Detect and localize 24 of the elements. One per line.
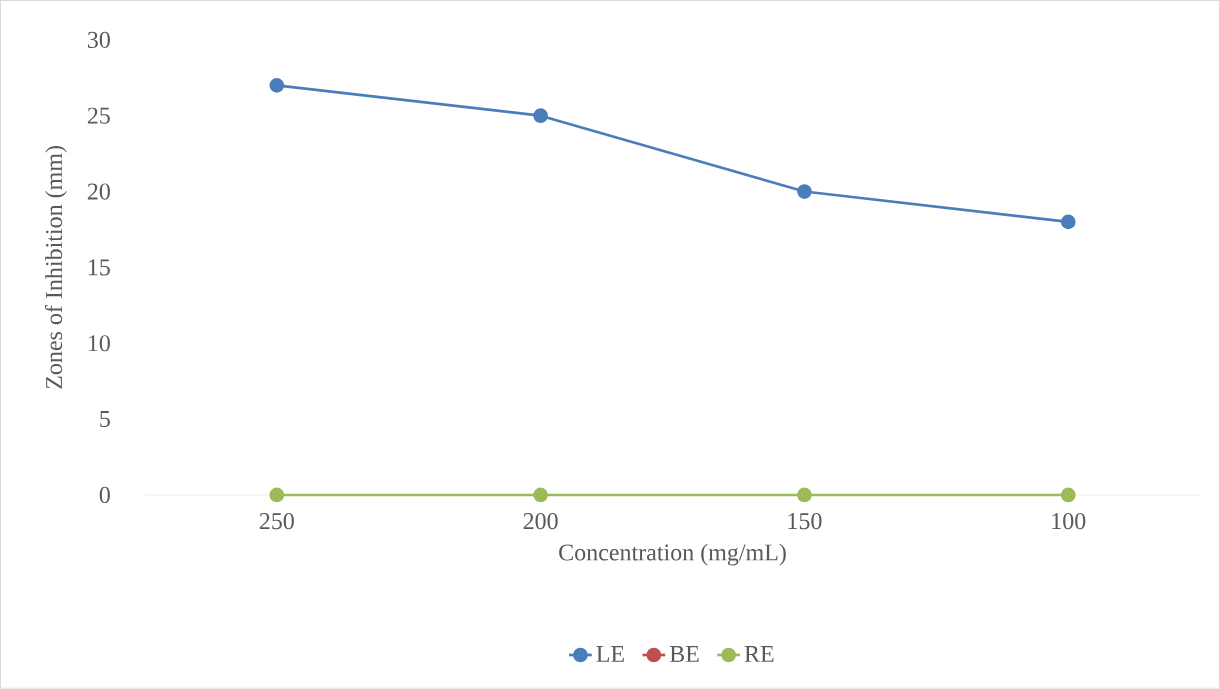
x-tick-label: 250 <box>259 513 294 530</box>
y-tick-label: 20 <box>87 183 110 200</box>
point <box>797 487 812 503</box>
y-tick-label: 5 <box>100 411 110 428</box>
point <box>269 78 285 93</box>
y-tick-label: 0 <box>99 486 110 504</box>
point <box>533 108 548 124</box>
point <box>1060 214 1076 230</box>
y-tick-label: 25 <box>87 107 110 124</box>
legend-label: LE <box>596 646 624 662</box>
point <box>269 487 285 503</box>
legend-label: BE <box>669 646 699 662</box>
point <box>533 487 548 503</box>
x-tick-label: 150 <box>788 513 822 530</box>
y-tick-label: 10 <box>88 335 110 352</box>
point <box>1060 487 1076 503</box>
point <box>797 184 812 199</box>
y-tick-label: 30 <box>87 31 110 49</box>
y-axis-title: Zones of Inhibition (mm) <box>44 146 67 389</box>
x-axis-title: Concentration (mg/mL) <box>559 543 786 566</box>
x-tick-label: 100 <box>1052 513 1086 530</box>
x-tick-label: 200 <box>523 513 558 530</box>
legend-label: RE <box>744 646 774 662</box>
y-tick-label: 15 <box>88 259 110 276</box>
